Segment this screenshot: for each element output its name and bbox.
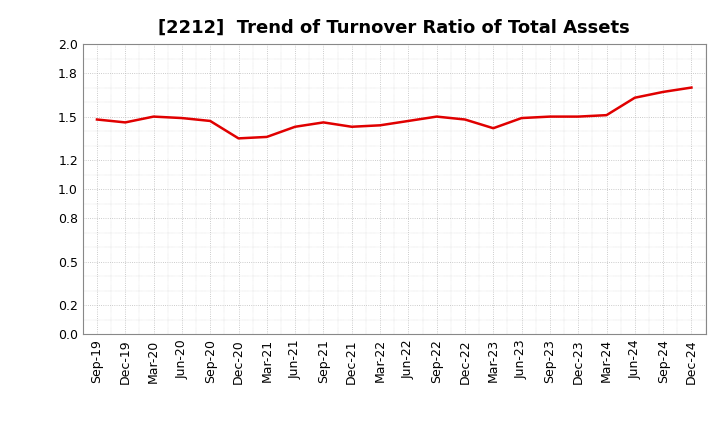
Title: [2212]  Trend of Turnover Ratio of Total Assets: [2212] Trend of Turnover Ratio of Total … xyxy=(158,19,630,37)
